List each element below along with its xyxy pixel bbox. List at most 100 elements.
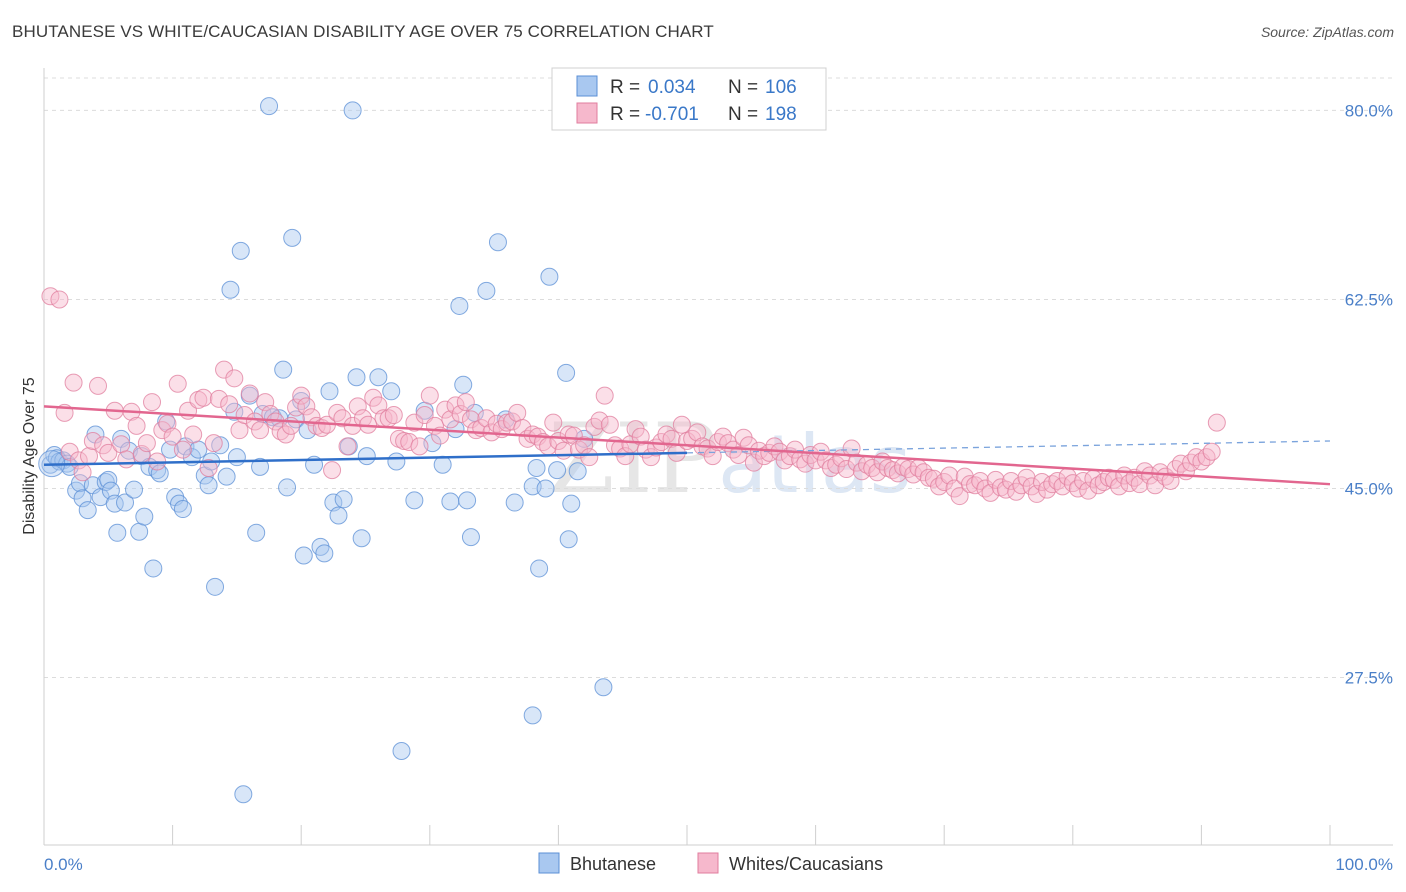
legend-n-label-whites: N = (728, 104, 758, 125)
point-whites (914, 463, 933, 482)
x-tick-min: 0.0% (44, 855, 83, 874)
point-bhutanese (294, 546, 313, 565)
point-whites (333, 409, 352, 428)
point-whites (410, 437, 429, 456)
point-bhutanese (125, 480, 144, 499)
point-whites (348, 397, 367, 416)
point-bhutanese (488, 233, 507, 252)
point-bhutanese (387, 452, 406, 471)
point-whites (842, 439, 861, 458)
point-bhutanese (320, 382, 339, 401)
point-whites (600, 415, 619, 434)
point-bhutanese (274, 360, 293, 379)
point-whites (225, 369, 244, 388)
point-bhutanese (568, 462, 587, 481)
point-bhutanese (173, 500, 192, 519)
point-whites (405, 413, 424, 432)
point-bhutanese (523, 706, 542, 725)
legend-r-label-bhutanese: R = (610, 77, 640, 98)
point-whites (1207, 413, 1226, 432)
point-whites (168, 374, 187, 393)
point-bhutanese (189, 440, 208, 459)
point-bhutanese (347, 368, 366, 387)
trend-line-bhutanese-extension (686, 440, 1331, 454)
trend-line-whites (43, 405, 1331, 486)
point-whites (554, 441, 573, 460)
legend-swatch-bhutanese (576, 75, 598, 97)
legend-r-value-whites: -0.701 (645, 104, 699, 125)
point-bhutanese (334, 490, 353, 509)
point-whites (127, 416, 146, 435)
point-whites (446, 396, 465, 415)
point-bhutanese (548, 461, 567, 480)
point-whites (112, 435, 131, 454)
point-whites (209, 389, 228, 408)
point-bhutanese (450, 296, 469, 315)
point-bhutanese (278, 478, 297, 497)
point-bhutanese (234, 785, 253, 804)
point-whites (1002, 471, 1021, 490)
point-whites (220, 395, 239, 414)
point-whites (137, 434, 156, 453)
point-whites (199, 458, 218, 477)
point-bhutanese (96, 473, 115, 492)
point-whites (64, 373, 83, 392)
point-bhutanese (206, 577, 225, 596)
point-bhutanese (461, 528, 480, 547)
point-bhutanese (505, 493, 524, 512)
point-bhutanese (227, 448, 246, 467)
point-whites (143, 393, 162, 412)
point-whites (508, 403, 527, 422)
point-bhutanese (315, 544, 334, 563)
legend-r-label-whites: R = (610, 104, 640, 125)
point-bhutanese (251, 457, 270, 476)
bottom-legend-swatch-bhutanese (538, 852, 560, 874)
point-whites (590, 411, 609, 430)
point-bhutanese (329, 506, 348, 525)
y-axis-label: Disability Age Over 75 (21, 377, 38, 535)
point-whites (99, 443, 118, 462)
point-whites (503, 412, 522, 431)
point-whites (292, 386, 311, 405)
point-bhutanese (343, 101, 362, 120)
point-whites (796, 454, 815, 473)
point-whites (544, 413, 563, 432)
trend-lines (43, 405, 1331, 486)
point-whites (477, 409, 496, 428)
point-bhutanese (536, 479, 555, 498)
point-bhutanese (369, 368, 388, 387)
point-whites (1161, 471, 1180, 490)
point-whites (1053, 477, 1072, 496)
point-whites (672, 415, 691, 434)
legend: R = 0.034 N = 106 R = -0.701 N = 198 (551, 67, 827, 131)
point-bhutanese (458, 491, 477, 510)
bottom-legend-swatch-whites (697, 852, 719, 874)
point-whites (616, 447, 635, 466)
point-whites (1140, 466, 1159, 485)
point-bhutanese (540, 267, 559, 286)
point-whites (117, 450, 136, 469)
point-whites (194, 388, 213, 407)
point-whites (251, 421, 270, 440)
point-bhutanese (231, 241, 250, 260)
point-bhutanese (357, 447, 376, 466)
bottom-legend-label-bhutanese: Bhutanese (570, 854, 656, 874)
point-whites (163, 427, 182, 446)
gridlines (44, 77, 1393, 679)
point-whites (883, 461, 902, 480)
series-whites (41, 287, 1226, 506)
point-bhutanese (108, 523, 127, 542)
point-whites (256, 393, 275, 412)
point-whites (204, 434, 223, 453)
point-whites (271, 422, 290, 441)
point-bhutanese (99, 470, 118, 489)
legend-swatch-whites (576, 102, 598, 124)
point-whites (456, 393, 475, 412)
point-whites (230, 421, 249, 440)
point-whites (744, 453, 763, 472)
point-bhutanese (594, 678, 613, 697)
point-bhutanese (352, 529, 371, 548)
point-bhutanese (78, 501, 97, 520)
point-bhutanese (247, 523, 266, 542)
point-bhutanese (392, 742, 411, 761)
